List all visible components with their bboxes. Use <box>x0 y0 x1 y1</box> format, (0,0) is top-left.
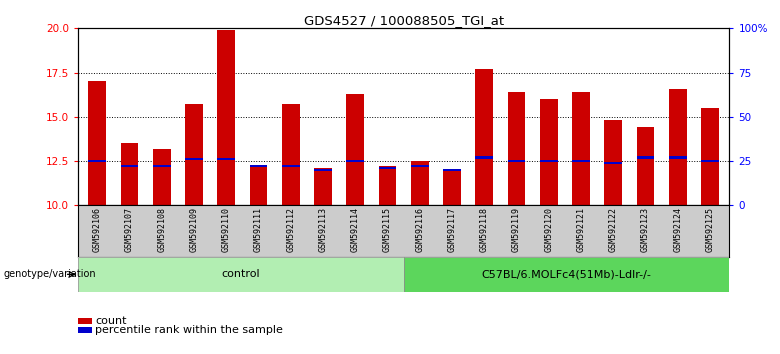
Bar <box>701 160 719 162</box>
Text: GSM592123: GSM592123 <box>641 207 650 252</box>
Bar <box>78 257 404 292</box>
Text: genotype/variation: genotype/variation <box>4 269 97 279</box>
Bar <box>443 170 461 205</box>
Text: count: count <box>95 316 126 326</box>
Bar <box>121 165 139 167</box>
Bar <box>282 165 300 167</box>
Bar <box>378 167 396 169</box>
Bar <box>636 156 654 159</box>
Bar <box>282 104 300 205</box>
Bar <box>572 160 590 162</box>
Bar <box>121 143 139 205</box>
Bar <box>314 169 332 171</box>
Bar <box>636 127 654 205</box>
Bar <box>346 160 364 162</box>
Text: GSM592111: GSM592111 <box>254 207 263 252</box>
Bar <box>668 156 686 159</box>
Bar <box>443 169 461 171</box>
Text: GSM592107: GSM592107 <box>125 207 134 252</box>
Bar <box>572 92 590 205</box>
Bar <box>88 81 106 205</box>
Bar <box>411 161 429 205</box>
Text: GSM592109: GSM592109 <box>190 207 199 252</box>
Bar <box>153 165 171 167</box>
Bar <box>250 165 268 167</box>
Bar <box>346 94 364 205</box>
Bar <box>218 30 236 205</box>
Bar <box>701 108 719 205</box>
Text: GSM592106: GSM592106 <box>93 207 102 252</box>
Text: GSM592119: GSM592119 <box>512 207 521 252</box>
Text: GSM592112: GSM592112 <box>286 207 296 252</box>
Bar <box>185 104 203 205</box>
Title: GDS4527 / 100088505_TGI_at: GDS4527 / 100088505_TGI_at <box>303 14 504 27</box>
Bar <box>540 99 558 205</box>
Text: GSM592122: GSM592122 <box>608 207 618 252</box>
Text: GSM592113: GSM592113 <box>318 207 328 252</box>
Bar <box>88 160 106 162</box>
Bar <box>604 120 622 205</box>
Bar <box>185 158 203 160</box>
Bar <box>540 160 558 162</box>
Text: GSM592117: GSM592117 <box>448 207 456 252</box>
Text: C57BL/6.MOLFc4(51Mb)-Ldlr-/-: C57BL/6.MOLFc4(51Mb)-Ldlr-/- <box>481 269 651 279</box>
Bar <box>668 88 686 205</box>
Text: GSM592121: GSM592121 <box>576 207 586 252</box>
Bar <box>378 166 396 205</box>
Text: GSM592108: GSM592108 <box>158 207 166 252</box>
Text: GSM592125: GSM592125 <box>705 207 714 252</box>
Bar <box>153 149 171 205</box>
Bar <box>604 162 622 164</box>
Text: GSM592116: GSM592116 <box>415 207 424 252</box>
Bar <box>508 160 526 162</box>
Text: control: control <box>222 269 261 279</box>
Bar <box>218 158 236 160</box>
Bar <box>250 165 268 205</box>
Text: GSM592124: GSM592124 <box>673 207 682 252</box>
Bar <box>508 92 526 205</box>
Bar <box>314 168 332 205</box>
Bar <box>475 156 493 159</box>
Text: GSM592110: GSM592110 <box>222 207 231 252</box>
Bar <box>411 165 429 167</box>
Text: percentile rank within the sample: percentile rank within the sample <box>95 325 283 335</box>
Text: GSM592120: GSM592120 <box>544 207 553 252</box>
Bar <box>404 257 729 292</box>
Text: GSM592115: GSM592115 <box>383 207 392 252</box>
Bar <box>475 69 493 205</box>
Text: GSM592114: GSM592114 <box>351 207 360 252</box>
Text: GSM592118: GSM592118 <box>480 207 489 252</box>
